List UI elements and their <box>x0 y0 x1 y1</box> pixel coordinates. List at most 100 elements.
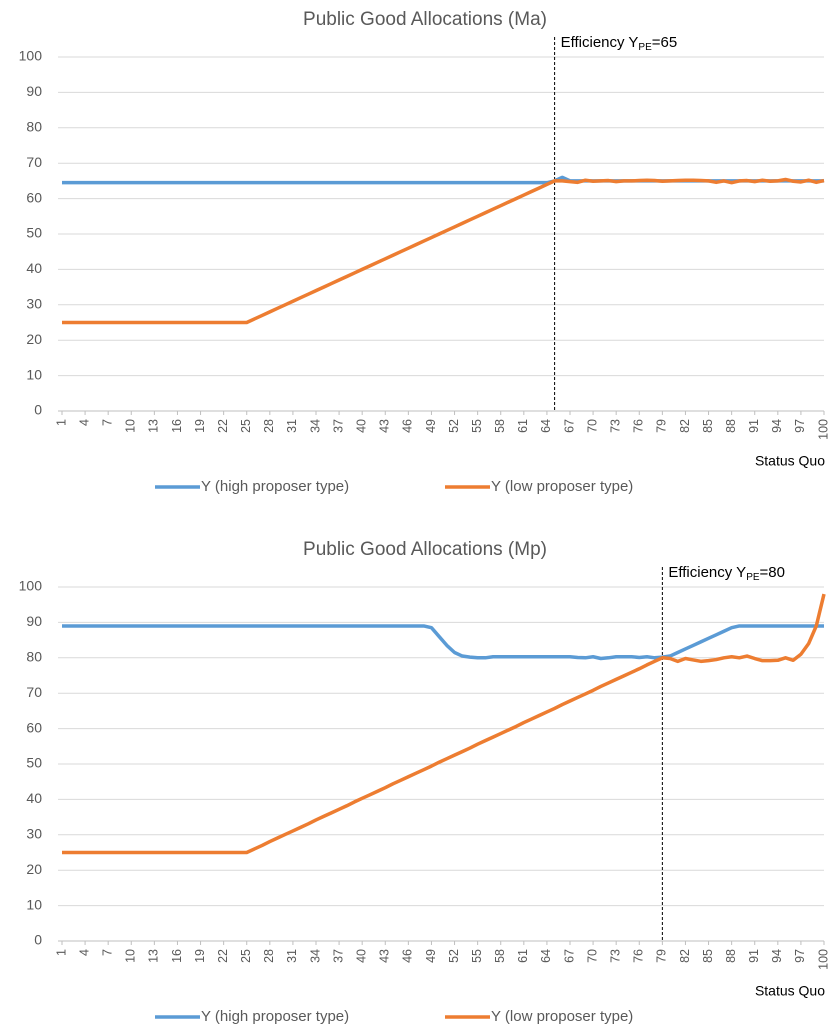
x-tick-label: 97 <box>793 949 807 963</box>
x-tick-label: 76 <box>632 419 646 433</box>
x-tick-label: 67 <box>562 419 576 433</box>
series-line <box>62 177 825 325</box>
annotation-text: Efficiency Y <box>668 564 746 581</box>
y-tick-label: 90 <box>26 613 42 629</box>
x-tick-label: 4 <box>77 949 91 956</box>
annotation: Efficiency YPE=80 <box>668 564 785 583</box>
y-tick-label: 70 <box>26 154 42 170</box>
x-tick-label: 28 <box>262 949 276 963</box>
chart: Public Good Allocations (Mp) 0 10 20 30 40 50 6… <box>19 539 831 1025</box>
annotation: Efficiency YPE=65 <box>561 34 678 53</box>
x-tick-label: 28 <box>262 419 276 433</box>
x-tick-label: 70 <box>585 419 599 433</box>
y-tick-label: 20 <box>26 861 42 877</box>
x-tick-label: 10 <box>124 419 138 433</box>
x-tick-label: 94 <box>770 419 784 433</box>
legend-label: Y (high proposer type) <box>201 1008 349 1025</box>
annotation-text: Efficiency Y <box>561 34 639 51</box>
x-tick-label: 94 <box>770 949 784 963</box>
x-tick-label: 85 <box>701 949 715 963</box>
x-tick-label: 55 <box>470 949 484 963</box>
x-tick-label: 61 <box>516 949 530 963</box>
x-tick-label: 58 <box>493 949 507 963</box>
x-tick-label: 79 <box>655 419 669 433</box>
x-tick-label: 22 <box>216 949 230 963</box>
x-tick-label: 37 <box>331 949 345 963</box>
x-tick-label: 91 <box>747 949 761 963</box>
x-tick-label: 43 <box>378 419 392 433</box>
x-tick-label: 76 <box>632 949 646 963</box>
y-tick-label: 70 <box>26 684 42 700</box>
x-tick-label: 25 <box>239 419 253 433</box>
x-tick-label: 19 <box>193 419 207 433</box>
chart-title: Public Good Allocations (Ma) <box>303 9 547 30</box>
x-tick-label: 40 <box>354 949 368 963</box>
y-tick-label: 30 <box>26 826 42 842</box>
x-tick-label: 10 <box>124 949 138 963</box>
x-axis-label: Status Quo <box>755 983 825 999</box>
x-tick-label: 46 <box>401 419 415 433</box>
x-tick-label: 58 <box>493 419 507 433</box>
x-tick-label: 88 <box>724 419 738 433</box>
x-tick-label: 55 <box>470 419 484 433</box>
x-tick-label: 46 <box>401 949 415 963</box>
x-tick-label: 34 <box>308 419 322 433</box>
y-tick-label: 100 <box>19 578 43 594</box>
x-tick-label: 52 <box>447 419 461 433</box>
y-tick-label: 90 <box>26 83 42 99</box>
x-tick-label: 16 <box>170 949 184 963</box>
x-tick-label: 16 <box>170 419 184 433</box>
y-tick-label: 60 <box>26 719 42 735</box>
x-tick-label: 7 <box>100 419 114 426</box>
annotation-subscript: PE <box>746 572 760 583</box>
x-tick-label: 22 <box>216 419 230 433</box>
x-tick-label: 91 <box>747 419 761 433</box>
x-tick-label: 13 <box>147 949 161 963</box>
x-tick-label: 73 <box>608 419 622 433</box>
x-tick-label: 82 <box>678 419 692 433</box>
x-tick-label: 49 <box>424 949 438 963</box>
x-tick-label: 52 <box>447 949 461 963</box>
x-tick-label: 4 <box>77 419 91 426</box>
legend-label: Y (low proposer type) <box>491 478 633 495</box>
x-tick-label: 34 <box>308 949 322 963</box>
x-tick-label: 7 <box>100 949 114 956</box>
x-tick-label: 70 <box>585 949 599 963</box>
x-tick-label: 100 <box>816 949 830 970</box>
x-tick-label: 49 <box>424 419 438 433</box>
y-tick-label: 0 <box>34 402 42 418</box>
y-tick-label: 100 <box>19 48 43 64</box>
y-tick-label: 10 <box>26 896 42 912</box>
y-tick-label: 40 <box>26 790 42 806</box>
x-tick-label: 1 <box>54 949 68 956</box>
x-tick-label: 88 <box>724 949 738 963</box>
x-tick-label: 97 <box>793 419 807 433</box>
x-tick-label: 13 <box>147 419 161 433</box>
annotation-subscript: PE <box>638 42 652 53</box>
x-axis-label: Status Quo <box>755 453 825 469</box>
x-tick-label: 100 <box>816 419 830 440</box>
series-line <box>62 624 824 661</box>
x-tick-label: 31 <box>285 419 299 433</box>
y-tick-label: 50 <box>26 755 42 771</box>
series-line <box>62 593 826 855</box>
x-tick-label: 1 <box>54 419 68 426</box>
y-tick-label: 80 <box>26 649 42 665</box>
legend-label: Y (high proposer type) <box>201 478 349 495</box>
y-tick-label: 20 <box>26 331 42 347</box>
x-tick-label: 37 <box>331 419 345 433</box>
legend-label: Y (low proposer type) <box>491 1008 633 1025</box>
y-tick-label: 30 <box>26 296 42 312</box>
x-tick-label: 25 <box>239 949 253 963</box>
x-tick-label: 67 <box>562 949 576 963</box>
x-tick-label: 43 <box>378 949 392 963</box>
chart-title: Public Good Allocations (Mp) <box>303 539 547 560</box>
x-tick-label: 73 <box>608 949 622 963</box>
y-tick-label: 60 <box>26 189 42 205</box>
annotation-suffix: =80 <box>760 564 785 581</box>
x-tick-label: 61 <box>516 419 530 433</box>
y-tick-label: 80 <box>26 119 42 135</box>
y-tick-label: 0 <box>34 932 42 948</box>
